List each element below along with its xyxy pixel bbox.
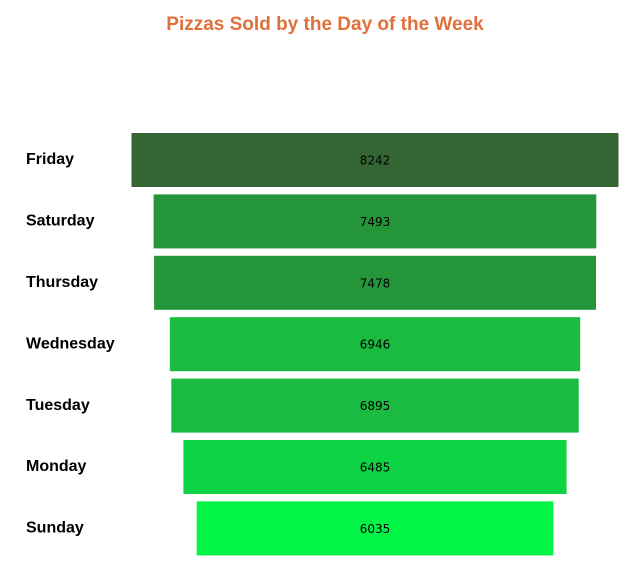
value-labels: 8242 7493 7478 6946 6895 6485 6035	[360, 154, 391, 536]
funnel-bar-sunday	[196, 501, 554, 556]
funnel-bar-wednesday	[169, 317, 581, 372]
funnel-bars	[131, 133, 619, 556]
category-label-monday: Monday	[26, 458, 87, 475]
funnel-bar-thursday	[154, 255, 596, 310]
category-label-sunday: Sunday	[26, 520, 84, 537]
category-label-tuesday: Tuesday	[26, 397, 90, 414]
data-label-saturday: 7493	[360, 215, 391, 229]
data-label-friday: 8242	[360, 154, 391, 168]
category-labels: Friday Saturday Thursday Wednesday Tuesday Mo…	[26, 151, 115, 536]
funnel-bar-tuesday	[171, 378, 579, 433]
data-label-wednesday: 6946	[360, 338, 391, 352]
funnel-bar-saturday	[153, 194, 597, 249]
data-label-sunday: 6035	[360, 522, 391, 536]
data-label-tuesday: 6895	[360, 399, 391, 413]
data-label-thursday: 7478	[360, 276, 391, 290]
category-label-friday: Friday	[26, 151, 74, 168]
category-label-saturday: Saturday	[26, 213, 95, 230]
data-label-monday: 6485	[360, 461, 391, 475]
category-label-wednesday: Wednesday	[26, 335, 115, 352]
chart-title: Pizzas Sold by the Day of the Week	[166, 14, 484, 35]
funnel-bar-friday	[131, 133, 619, 187]
funnel-bar-monday	[183, 440, 567, 494]
category-label-thursday: Thursday	[26, 274, 98, 291]
